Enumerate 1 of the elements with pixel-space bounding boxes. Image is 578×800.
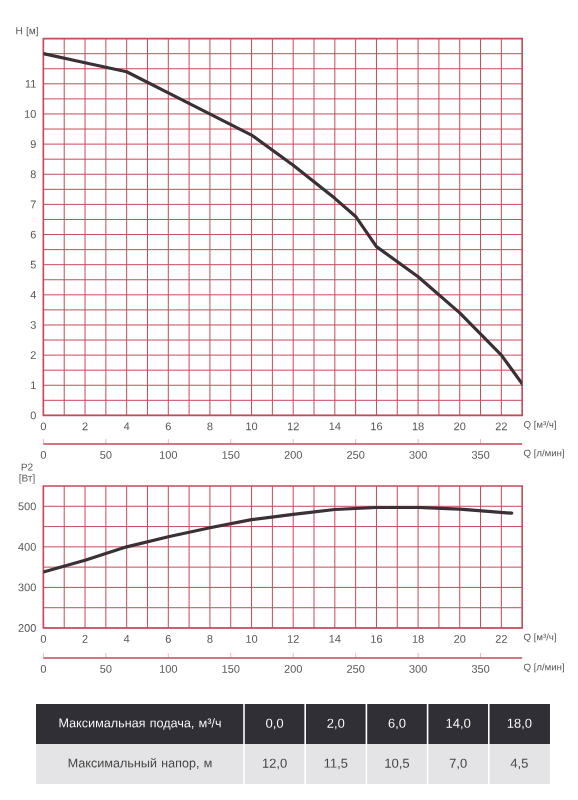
line-series bbox=[43, 505, 514, 574]
